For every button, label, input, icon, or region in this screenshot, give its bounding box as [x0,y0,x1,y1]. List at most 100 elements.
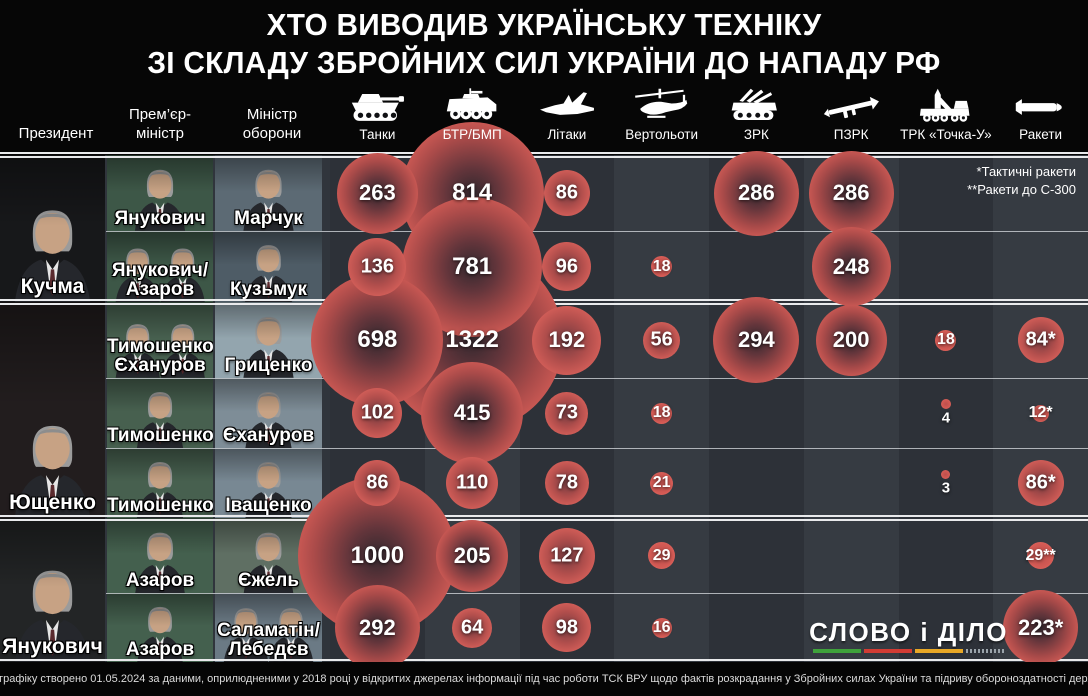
bubble-value: 86 [366,471,389,494]
equipment-column-btr-bmp: БТР/БМП [425,85,520,155]
bubble [542,242,592,291]
bubble-value: 98 [555,616,578,638]
bubble-value: 18 [652,404,671,421]
official-photo-cell: Азаров [107,518,213,593]
bubble [1017,317,1064,363]
page-title: ХТО ВИВОДИВ УКРАЇНСЬКУ ТЕХНІКУ ЗІ СКЛАДУ… [0,6,1088,82]
apc-icon [436,87,508,127]
row-separator [106,448,1088,449]
bubble-value: 84* [1025,328,1056,351]
bubble-value: 263 [359,180,396,205]
footnotes: *Тактичні ракети **Ракети до С-300 [967,163,1076,199]
bubble-value: 415 [453,400,491,425]
bubble [452,607,493,648]
official-name: Тимошенко [107,425,213,446]
title-line-1: ХТО ВИВОДИВ УКРАЇНСЬКУ ТЕХНІКУ [266,7,822,42]
president-name: Ющенко [9,491,96,514]
footnote: **Ракети до С-300 [967,182,1076,197]
bubble-value: 223* [1017,614,1064,640]
bubble [935,329,957,351]
equipment-column-trk-tochka: ТРК «Точка-У» [899,85,994,155]
bubble-value: 86* [1025,471,1056,494]
bubble-value: 136 [360,255,395,277]
title-line-2: ЗІ СКЛАДУ ЗБРОЙНИХ СИЛ УКРАЇНИ ДО НАПАДУ… [147,45,941,80]
data-table: Кучма Ющенко Янукович Янукович Марчук Янукови… [0,121,1088,670]
logo-underline-segment [864,649,913,653]
bubble [446,457,499,509]
footnote: *Тактичні ракети [976,164,1076,179]
row-separator [106,231,1088,232]
official-photo-cell: Марчук [215,155,322,231]
equipment-column-tanks: Танки [330,85,425,155]
bubble-value: 29** [1025,546,1056,564]
official-photo-cell: Тимошенко [107,448,213,518]
bubble-value: 286 [832,180,870,205]
bubble [651,617,672,638]
official-photo-cell: Саламатін/ Лебедєв [215,593,322,662]
bubble [1003,590,1079,665]
bubble [545,391,589,435]
bubble-value: 102 [360,401,395,424]
bubble-value: 781 [452,252,493,280]
helicopter-icon [626,87,698,127]
bubble [352,388,403,438]
row-separator [106,593,1088,594]
pm-column-header: Прем’єр- міністр [128,106,192,142]
credit-text: Інфографіку створено 01.05.2024 за даним… [0,673,1088,685]
manpads-icon [815,87,887,127]
equipment-column-label: ПЗРК [833,127,869,142]
bubble [808,150,894,236]
official-name: Тимошенко [107,495,213,516]
bubble-value: 814 [452,179,493,206]
group-separator [0,515,1088,521]
equipment-column-zrk: ЗРК [709,85,804,155]
official-name: Іващенко [225,495,312,516]
column-headers: Президент Прем’єр- міністр Міністр оборо… [0,85,1088,155]
equipment-column-label: Літаки [547,127,587,142]
logo-underline-dots [966,649,1005,653]
equipment-column-rockets: Ракети [993,85,1088,155]
row-separator [106,378,1088,379]
official-name: Тимошенко/ Єхануров [107,336,213,376]
equipment-column-label: Танки [359,127,396,142]
bubble [713,297,800,383]
official-name: Янукович/ Азаров [111,260,209,300]
tank-icon [341,87,413,127]
bubble-value: 110 [455,471,489,494]
bubble [1027,542,1055,569]
bubble [348,237,407,296]
bubble [643,321,681,359]
jet-icon [531,87,603,127]
official-photo-cell: Єхануров [215,378,322,448]
bubble [538,527,595,584]
bubble-value: 18 [652,257,671,275]
bubble [651,256,673,277]
bubble-value: 192 [548,327,586,352]
logo: СЛОВО і ДІЛО [809,618,1008,653]
bubble-value: 64 [461,616,484,638]
minister-column-header: Міністр оборони [242,106,302,142]
bubble [713,150,799,236]
bubble [542,603,592,652]
bubble-value: 698 [357,326,398,353]
bubble-value: 16 [652,618,671,636]
bubble-value: 73 [555,401,578,424]
bubble-value: 205 [453,542,491,568]
equipment-column-label: БТР/БМП [442,127,502,142]
bubble [334,585,420,670]
equipment-column-planes: Літаки [520,85,615,155]
bubble [940,399,951,409]
logo-underline-segment [813,649,862,653]
official-name: Єхануров [222,425,315,446]
bubble-value: 294 [738,327,775,352]
tochka-launcher-icon [910,87,982,127]
president-cell: Ющенко [0,302,105,518]
bubble-value: 18 [936,331,955,348]
president-name: Кучма [20,275,85,298]
official-photo-cell: Гриценко [215,302,322,378]
bubble [543,170,590,216]
official-name: Азаров [125,570,195,591]
bubble [532,305,602,375]
footer: Інфографіку створено 01.05.2024 за даним… [0,662,1088,696]
